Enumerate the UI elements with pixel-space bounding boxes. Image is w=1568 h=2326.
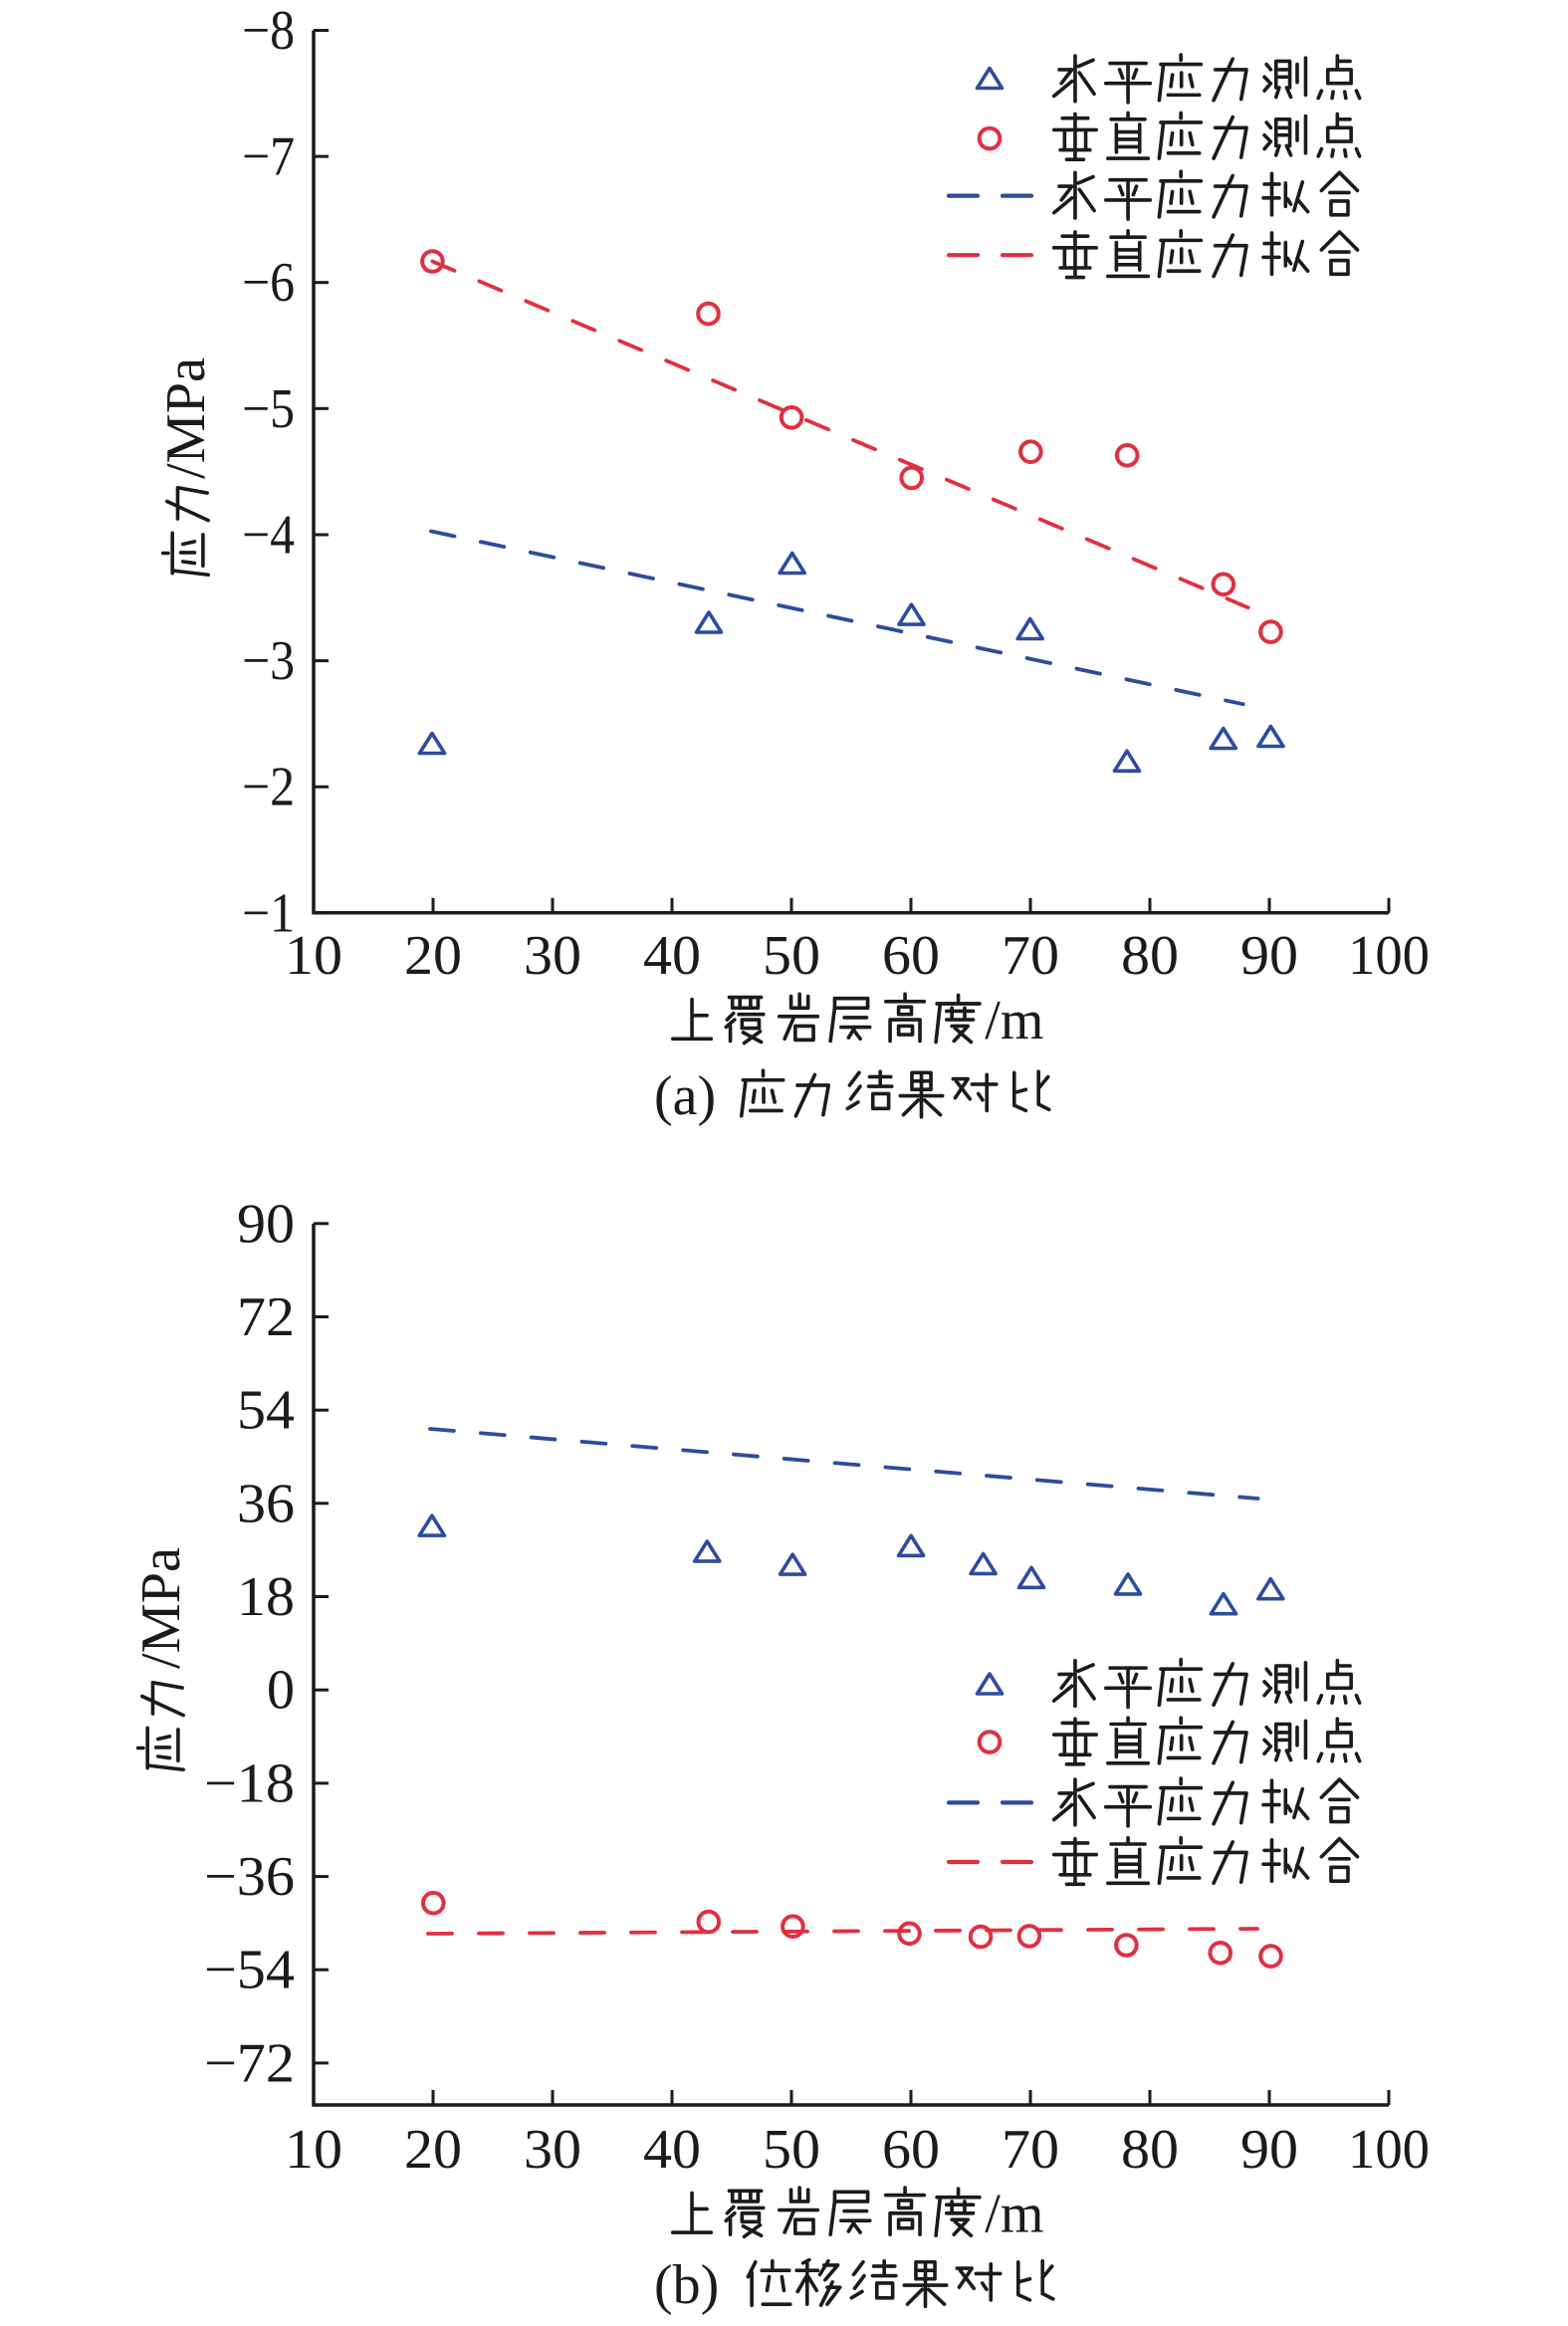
svg-text:18: 18 (237, 1566, 295, 1628)
svg-text:−3: −3 (242, 630, 295, 692)
svg-text:/MPa: /MPa (155, 357, 217, 479)
svg-text:100: 100 (1348, 2119, 1430, 2181)
svg-text:60: 60 (882, 2119, 940, 2181)
svg-text:70: 70 (1002, 2119, 1059, 2181)
svg-text:(a): (a) (654, 1065, 716, 1127)
svg-text:40: 40 (643, 925, 701, 987)
svg-text:50: 50 (763, 2119, 820, 2181)
svg-text:−72: −72 (204, 2032, 295, 2094)
svg-text:72: 72 (237, 1286, 295, 1348)
svg-text:/m: /m (985, 2184, 1043, 2245)
svg-text:80: 80 (1121, 2119, 1179, 2181)
svg-text:90: 90 (237, 1193, 295, 1255)
svg-text:90: 90 (1240, 925, 1298, 987)
svg-text:90: 90 (1240, 2119, 1298, 2181)
svg-text:40: 40 (643, 2119, 701, 2181)
svg-text:100: 100 (1348, 925, 1430, 987)
svg-text:80: 80 (1121, 925, 1179, 987)
svg-text:70: 70 (1002, 925, 1059, 987)
svg-text:36: 36 (237, 1473, 295, 1534)
svg-text:20: 20 (404, 2119, 462, 2181)
svg-text:30: 30 (524, 2119, 581, 2181)
svg-text:−2: −2 (242, 757, 295, 818)
svg-text:−4: −4 (242, 505, 295, 567)
svg-text:54: 54 (237, 1380, 295, 1442)
svg-text:−1: −1 (242, 882, 295, 944)
svg-text:/m: /m (985, 990, 1043, 1051)
svg-text:30: 30 (524, 925, 581, 987)
svg-text:10: 10 (285, 925, 342, 987)
svg-text:(b): (b) (654, 2254, 719, 2316)
svg-text:−5: −5 (242, 378, 295, 440)
svg-text:50: 50 (763, 925, 820, 987)
svg-text:60: 60 (882, 925, 940, 987)
svg-text:−8: −8 (242, 0, 295, 62)
svg-text:−36: −36 (204, 1846, 295, 1908)
svg-text:−7: −7 (242, 126, 295, 188)
svg-text:10: 10 (285, 2119, 342, 2181)
svg-text:−6: −6 (242, 252, 295, 314)
svg-text:20: 20 (404, 925, 462, 987)
svg-text:0: 0 (267, 1660, 295, 1722)
svg-text:/MPa: /MPa (130, 1547, 192, 1669)
svg-text:−18: −18 (204, 1752, 295, 1814)
svg-text:−54: −54 (204, 1940, 295, 2001)
